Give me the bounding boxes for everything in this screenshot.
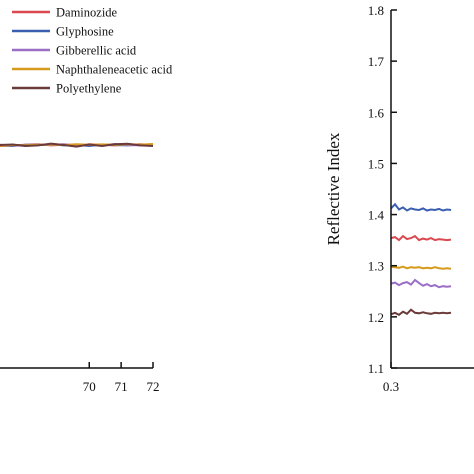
legend-label-naphthaleneacetic-acid: Naphthaleneacetic acid (56, 63, 173, 77)
left-chart: 70 71 72 Daminozide Glyphosine Gibberellic a… (0, 6, 173, 394)
left-x-tick-label: 71 (115, 379, 128, 394)
right-y-tick-label: 1.2 (368, 310, 384, 325)
right-y-tick-label: 1.3 (368, 259, 384, 274)
legend-label-glyphosine: Glyphosine (56, 25, 114, 39)
right-y-tick-label: 1.6 (368, 105, 385, 120)
right-y-tick-label: 1.1 (368, 361, 384, 376)
legend-label-daminozide: Daminozide (56, 6, 118, 20)
right-y-tick-label: 1.8 (368, 3, 384, 18)
right-plot-lines (390, 202, 452, 316)
right-series-line-polyethylene (390, 308, 452, 316)
left-x-ticks: 70 71 72 (83, 362, 160, 394)
right-y-ticks: 1.1 1.2 1.3 1.4 1.5 1.6 1.7 1.8 (368, 3, 397, 376)
legend-label-polyethylene: Polyethylene (56, 82, 122, 96)
legend-label-gibberellic-acid: Gibberellic acid (56, 44, 137, 58)
right-y-axis-title: Reflective Index (324, 132, 343, 245)
left-series-line-polyethylene (0, 142, 154, 148)
left-plot-lines (0, 142, 154, 148)
left-x-tick-label: 72 (147, 379, 160, 394)
right-y-tick-label: 1.7 (368, 54, 385, 69)
left-x-tick-label: 70 (83, 379, 96, 394)
right-x-tick-label: 0.3 (383, 379, 399, 394)
right-y-tick-label: 1.4 (368, 208, 385, 223)
right-y-tick-label: 1.5 (368, 156, 384, 171)
right-series-line-daminozide (390, 234, 452, 242)
right-x-ticks: 0.3 (383, 362, 399, 394)
legend: Daminozide Glyphosine Gibberellic acid Naph… (12, 6, 173, 96)
right-series-line-gibberellic-acid (390, 278, 452, 289)
right-series-line-glyphosine (390, 202, 452, 212)
right-chart: 1.1 1.2 1.3 1.4 1.5 1.6 1.7 1.8 0.3 Reflective … (324, 3, 474, 394)
right-series-line-naphthaleneacetic-acid (390, 265, 452, 270)
